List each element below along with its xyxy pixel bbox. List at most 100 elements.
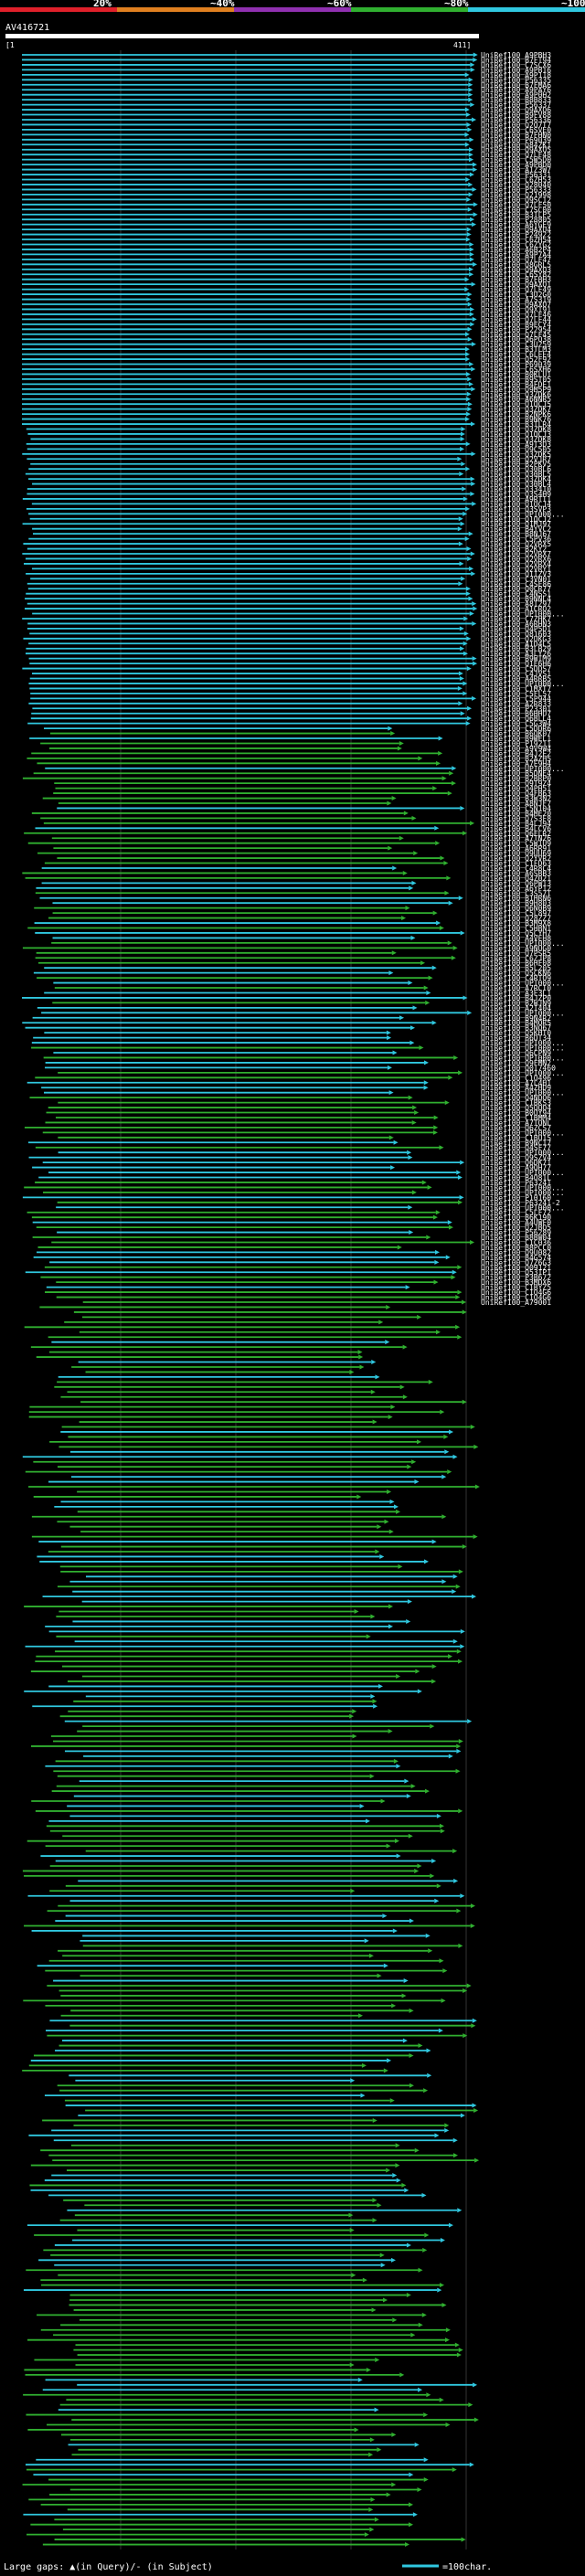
hit-label[interactable]: UniRef100_B4YVC2	[481, 525, 551, 534]
hit-label[interactable]: UniRef100_Q9U082	[481, 1248, 551, 1256]
hit-label[interactable]: UniRef100_A7RCI0	[481, 984, 551, 992]
hit-label[interactable]: UniRef100_A1D4L5	[481, 640, 551, 648]
hit-label[interactable]: UniRef100_Q3ZDK8	[481, 435, 551, 443]
hit-label[interactable]: UniRef100_Q2Q7T7	[481, 121, 551, 129]
hit-label[interactable]: UniRef100_Q4PH51	[481, 785, 551, 793]
hit-label[interactable]: UniRef100_B3NQ67	[481, 1024, 551, 1033]
hit-label[interactable]: UniRef100_C6LEE4	[481, 351, 551, 359]
hit-label[interactable]: UniRef100_B4LJ94	[481, 820, 551, 828]
hit-label[interactable]: UniRef100_A9NUG0	[481, 944, 551, 952]
hit-label[interactable]: UniRef100_A9PAY6	[481, 86, 551, 94]
hit-label[interactable]: UniRef100_Q7LF49	[481, 286, 551, 294]
hit-label[interactable]: UniRef100_P63241	[481, 1179, 551, 1187]
hit-label[interactable]: UniRef100_C1BKS3	[481, 1099, 551, 1108]
hit-label[interactable]: UniRef100_B5L205	[481, 964, 551, 972]
hit-label[interactable]: UniRef100_C6SXH6	[481, 366, 551, 374]
hit-label[interactable]: UniRef100_UPI000...	[481, 510, 565, 518]
hit-label[interactable]: UniRef100_UPI000...	[481, 1039, 565, 1047]
hit-label[interactable]: UniRef100_B9NNL4	[481, 595, 551, 603]
hit-label[interactable]: UniRef100_Q6ZCS7	[481, 1124, 551, 1132]
hit-label[interactable]: UniRef100_A9QH77	[481, 1164, 551, 1172]
hit-label[interactable]: UniRef100_B6DT34	[481, 1034, 551, 1043]
hit-label[interactable]: UniRef100_Q6CPN9	[481, 1049, 551, 1057]
hit-label[interactable]: UniRef100_A79001	[481, 1299, 551, 1307]
hit-label[interactable]: UniRef100_Q7LF48	[481, 151, 551, 159]
hit-label[interactable]: UniRef100_Q6BLL4	[481, 715, 551, 723]
hit-label[interactable]: UniRef100_A3E3L1	[481, 989, 551, 997]
hit-label[interactable]: UniRef100_C7SC00	[481, 206, 551, 214]
hit-label[interactable]: UniRef100_A8NJF7	[481, 800, 551, 808]
hit-label[interactable]: UniRef100_UPI000...	[481, 1189, 565, 1197]
hit-label[interactable]: UniRef100_B3TLM3	[481, 345, 551, 354]
hit-label[interactable]: UniRef100_P69039	[481, 136, 551, 144]
hit-label[interactable]: UniRef100_Q4Z021	[481, 875, 551, 883]
hit-label[interactable]: UniRef100_Q9C505	[481, 445, 551, 453]
hit-label[interactable]: UniRef100_UPI000...	[481, 939, 565, 948]
hit-label[interactable]: UniRef100_Q33410	[481, 485, 551, 493]
hit-label[interactable]: UniRef100_P56333	[481, 186, 551, 194]
hit-label[interactable]: UniRef100_Q9AXQ5	[481, 146, 551, 154]
hit-label[interactable]: UniRef100_A9PB16	[481, 66, 551, 74]
hit-label[interactable]: UniRef100_B9NC17	[481, 1139, 551, 1147]
hit-label[interactable]: UniRef100_Q3ZDK7	[481, 406, 551, 414]
hit-label[interactable]: UniRef100_B6HHU7	[481, 710, 551, 718]
hit-label[interactable]: UniRef100_UPI000...	[481, 1183, 565, 1192]
hit-label[interactable]: UniRef100_Q9AXQ1	[481, 281, 551, 289]
hit-label[interactable]: UniRef100_UPI000...	[481, 1009, 565, 1017]
hit-label[interactable]: UniRef100_Q2VJR7	[481, 455, 551, 463]
hit-label[interactable]: UniRef100_Q9FMN2	[481, 1059, 551, 1067]
hit-label[interactable]: UniRef100_Q6N0B9	[481, 905, 551, 913]
hit-label[interactable]: UniRef100_P22954	[481, 325, 551, 334]
hit-label[interactable]: UniRef100_Q3ZDK6	[481, 390, 551, 398]
hit-label[interactable]: UniRef100_Q9M5P9	[481, 386, 551, 394]
hit-label[interactable]: UniRef100_Q28ZZ7	[481, 915, 551, 923]
hit-label[interactable]: UniRef100_C1BMM4	[481, 1114, 551, 1122]
hit-label[interactable]: UniRef100_Q7LF44	[481, 315, 551, 323]
hit-label[interactable]: UniRef100_A4UWF0	[481, 1219, 551, 1227]
hit-label[interactable]: UniRef100_B8PCC0	[481, 1244, 551, 1252]
hit-label[interactable]: UniRef100_C4R8C4	[481, 864, 551, 873]
hit-label[interactable]: UniRef100_Q8GRL5	[481, 260, 551, 269]
hit-label[interactable]: UniRef100_B0KLU1	[481, 370, 551, 378]
hit-label[interactable]: UniRef100_Q7S3F8	[481, 814, 551, 822]
hit-label[interactable]: UniRef100_Q2YVR2	[481, 854, 551, 863]
hit-label[interactable]: UniRef100_Q1MJ97	[481, 520, 551, 528]
hit-label[interactable]: UniRef100_B2PKV5	[481, 461, 551, 469]
hit-label[interactable]: UniRef100_B9WIM9	[481, 655, 551, 663]
hit-label[interactable]: UniRef100_C5HBN1	[481, 925, 551, 933]
hit-label[interactable]: UniRef100_A6RHN3	[481, 620, 551, 628]
hit-label[interactable]: UniRef100_Q6DK71	[481, 1159, 551, 1167]
hit-label[interactable]: UniRef100_UPI000...	[481, 1149, 565, 1157]
hit-label[interactable]: UniRef100_P63241-2	[481, 1199, 560, 1207]
hit-label[interactable]: UniRef100_B9H803	[481, 899, 551, 907]
hit-label[interactable]: UniRef100_Q9UU69	[481, 850, 551, 858]
hit-label[interactable]: UniRef100_C5FL57	[481, 690, 551, 698]
hit-label[interactable]: UniRef100_B2AZH5	[481, 755, 551, 763]
hit-label[interactable]: UniRef100_P56336	[481, 116, 551, 124]
hit-label[interactable]: UniRef100_P69039	[481, 361, 551, 369]
hit-label[interactable]: UniRef100_A6SBB3	[481, 869, 551, 877]
hit-label[interactable]: UniRef100_B4G574	[481, 1254, 551, 1262]
hit-label[interactable]: UniRef100_O09121	[481, 1264, 551, 1272]
hit-label[interactable]: UniRef100_C5G3W4	[481, 720, 551, 728]
hit-label[interactable]: UniRef100_Q3S4H9	[481, 490, 551, 498]
hit-label[interactable]: UniRef100_B9NK76	[481, 416, 551, 424]
hit-label[interactable]: UniRef100_UPI000...	[481, 1069, 565, 1077]
hit-label[interactable]: UniRef100_A4ZHD9	[481, 1084, 551, 1092]
hit-label[interactable]: UniRef100_B4J2E2	[481, 749, 551, 758]
hit-label[interactable]: UniRef100_UPI000...	[481, 1203, 565, 1212]
hit-label[interactable]: UniRef100_Q5KHT0	[481, 1029, 551, 1037]
hit-label[interactable]: UniRef100_UPI000...	[481, 980, 565, 988]
hit-label[interactable]: UniRef100_UPI000...	[481, 610, 565, 619]
hit-label[interactable]: UniRef100_Q4FB63	[481, 790, 551, 798]
hit-label[interactable]: UniRef100_P23301	[481, 705, 551, 713]
hit-label[interactable]: UniRef100_B8NJ67	[481, 530, 551, 538]
hit-label[interactable]: UniRef100_Q5CKN6	[481, 970, 551, 978]
hit-label[interactable]: UniRef100_P28805	[481, 216, 551, 224]
hit-label[interactable]: UniRef100_Q1OCJ5	[481, 400, 551, 408]
hit-label[interactable]: UniRef100_B8B833	[481, 96, 551, 104]
hit-label[interactable]: UniRef100_Q7LF50	[481, 201, 551, 209]
hit-label[interactable]: UniRef100_A9T3D3	[481, 440, 551, 449]
hit-label[interactable]: UniRef100_A1CRQ2	[481, 605, 551, 613]
hit-label[interactable]: UniRef100_Q3ZDK5	[481, 451, 551, 459]
